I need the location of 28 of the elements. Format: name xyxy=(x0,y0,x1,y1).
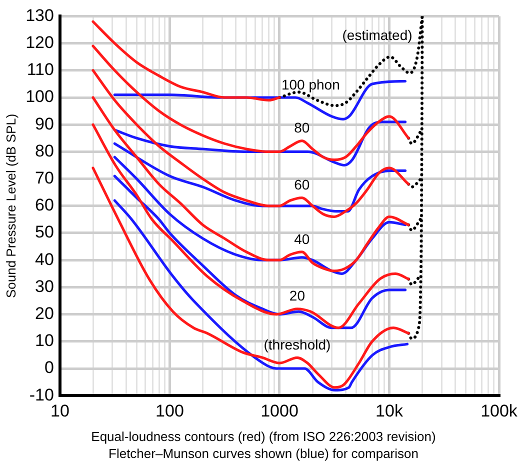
y-tick-label: 120 xyxy=(26,32,54,52)
x-tick-label: 100 xyxy=(156,401,184,420)
y-tick-label: 40 xyxy=(35,250,54,269)
y-tick-label: 20 xyxy=(35,304,54,323)
y-tick-label: 130 xyxy=(26,6,54,25)
series-label: (estimated) xyxy=(342,27,412,44)
y-tick-label: 60 xyxy=(35,196,54,215)
y-tick-label: 80 xyxy=(35,141,54,160)
y-tick-label: 90 xyxy=(35,114,54,134)
y-tick-label: 110 xyxy=(26,60,54,80)
y-tick-label: 100 xyxy=(26,87,54,106)
series-label: 20 xyxy=(289,288,306,304)
series-label: 60 xyxy=(294,176,310,193)
x-tick-label: 1000 xyxy=(260,401,298,420)
series-label: 40 xyxy=(294,230,310,247)
y-tick-label: 30 xyxy=(35,276,54,296)
text: Fletcher–Munson curves shown (blue) for comparison xyxy=(108,445,420,462)
y-tick-label: 70 xyxy=(35,168,54,188)
series-label: (threshold) xyxy=(264,336,331,353)
y-tick-label: 50 xyxy=(35,222,54,242)
series-label: 80 xyxy=(294,120,310,136)
x-tick-label: 100k xyxy=(480,401,518,420)
series-label: 100 phon xyxy=(281,76,340,92)
x-tick-label: 10k xyxy=(376,401,404,420)
y-tick-label: 0 xyxy=(44,358,54,378)
y-axis-title: Sound Pressure Level (dB SPL) xyxy=(3,114,18,298)
y-tick-label: 10 xyxy=(35,331,54,350)
text: Equal-loudness contours (red) (from ISO 226:2003 revision) xyxy=(90,428,437,445)
